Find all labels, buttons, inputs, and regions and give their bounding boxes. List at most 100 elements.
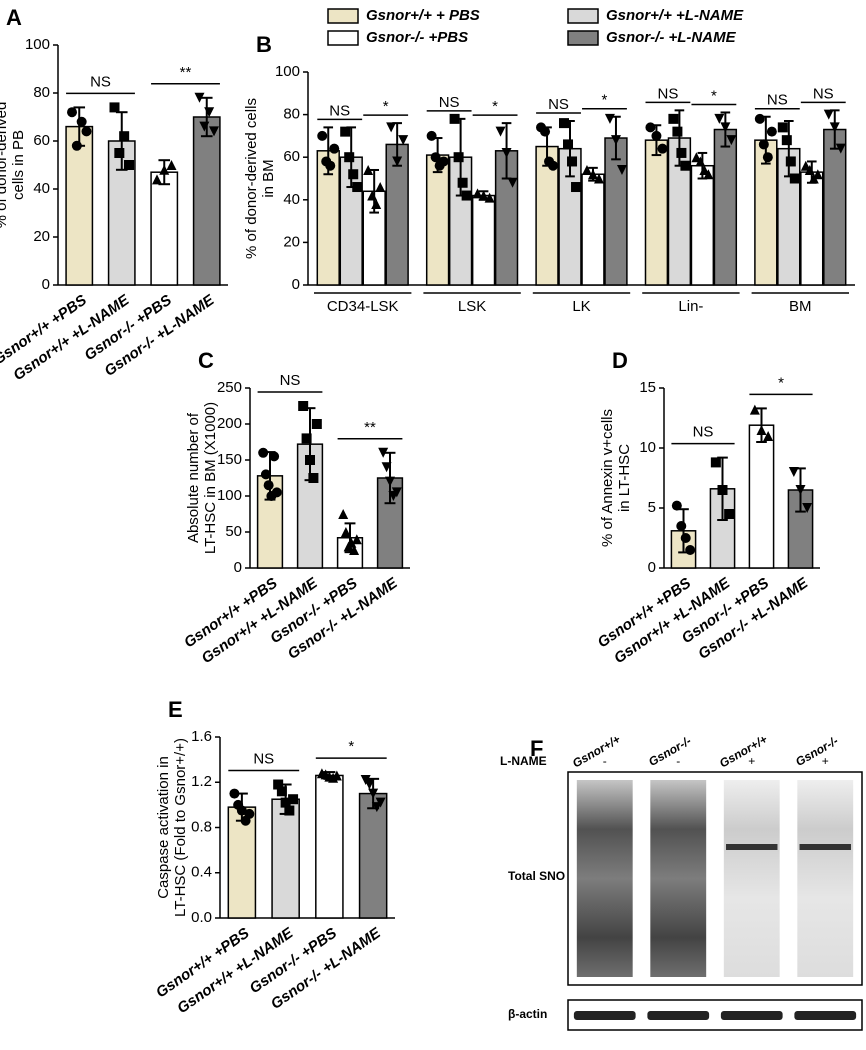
significance-label: * [492, 98, 498, 115]
blot-band [726, 844, 778, 850]
data-point [754, 113, 765, 124]
data-point [271, 487, 282, 498]
data-point [244, 808, 255, 819]
data-point [835, 143, 846, 154]
data-point [563, 139, 574, 150]
panel: B 0 20 40 60 80 100 % of donor-derived cells in … [243, 7, 855, 315]
y-tick-label: 0.8 [191, 818, 212, 835]
panel: E 0.0 0.4 0.8 1.2 1.6 Caspase activation in LT-… [153, 697, 395, 1017]
lane-label: Gsnor-/- [646, 734, 693, 769]
error-bar [200, 96, 213, 138]
y-tick-label: 60 [33, 132, 50, 149]
data-point [338, 509, 349, 519]
data-point [298, 401, 309, 411]
data-point [76, 116, 87, 127]
y-tick-label: 100 [217, 487, 242, 504]
y-axis-label: Caspase activation in [155, 756, 172, 899]
blot-frame [567, 771, 863, 986]
data-point [152, 174, 163, 185]
y-tick-label: 0 [292, 276, 300, 293]
treatment-label: L-NAME [500, 754, 547, 768]
significance-label: * [348, 738, 354, 755]
treatment-mark: - [603, 754, 607, 768]
y-tick-label: 15 [639, 379, 656, 396]
data-point [109, 102, 120, 113]
significance-label: NS [280, 372, 301, 389]
significance-label: * [711, 87, 717, 104]
data-point [762, 152, 773, 163]
significance-label: * [383, 98, 389, 115]
data-point [352, 182, 363, 193]
blot-lane [797, 780, 854, 977]
data-point [571, 182, 582, 193]
data-point [329, 143, 340, 154]
data-point [438, 156, 449, 167]
data-point [114, 148, 125, 158]
data-point [391, 487, 402, 498]
data-point [119, 131, 130, 142]
bar [358, 792, 388, 919]
data-point [645, 122, 656, 133]
y-tick-label: 50 [225, 523, 242, 540]
blot-frame [567, 999, 863, 1031]
data-point [710, 457, 721, 468]
bar [690, 164, 715, 286]
data-point [260, 469, 271, 480]
error-bar [264, 451, 276, 501]
error-bar [369, 168, 380, 214]
data-point [680, 533, 691, 543]
data-point [364, 779, 375, 790]
lane-label: Gsnor-/- [793, 734, 840, 769]
data-point [726, 135, 737, 146]
y-tick-label: 1.2 [191, 773, 212, 790]
error-bar [432, 137, 443, 174]
significance-label: NS [439, 94, 460, 111]
treatment-mark: + [748, 754, 755, 768]
legend-label: Gsnor-/- +L-NAME [606, 29, 737, 46]
error-bar [795, 467, 806, 513]
data-point [386, 122, 397, 133]
data-point [507, 177, 518, 188]
bar [271, 798, 300, 919]
bar [823, 128, 847, 286]
bar [713, 128, 738, 286]
y-tick-label: 0.4 [191, 864, 212, 881]
y-tick-label: 80 [283, 106, 300, 123]
error-bar [651, 124, 662, 157]
data-point [581, 164, 592, 175]
data-point [123, 160, 134, 170]
legend-label: Gsnor+/+ +L-NAME [606, 7, 744, 24]
data-point [378, 447, 389, 458]
x-tick-label: CD34-LSK [327, 298, 399, 315]
y-tick-label: 10 [639, 439, 656, 456]
y-tick-label: 200 [217, 415, 242, 432]
error-bar [717, 456, 728, 521]
data-point [567, 156, 578, 167]
legend-label: Gsnor+/+ + PBS [366, 7, 480, 24]
data-point [375, 797, 386, 808]
error-bar [304, 407, 316, 482]
significance-label: * [602, 92, 608, 109]
significance-label: NS [767, 92, 788, 109]
data-point [276, 786, 287, 797]
legend-label: Gsnor-/- +PBS [366, 29, 468, 46]
panel-letter: B [256, 32, 272, 57]
data-point [457, 177, 468, 188]
y-tick-label: 40 [283, 191, 300, 208]
error-bar [756, 407, 767, 443]
data-point [680, 160, 691, 171]
data-point [676, 147, 687, 158]
y-tick-label: 100 [25, 36, 50, 53]
significance-label: ** [364, 419, 376, 436]
error-bar [346, 126, 357, 189]
data-point [311, 419, 322, 429]
error-bar [678, 508, 689, 554]
data-point [812, 169, 823, 180]
bar [227, 806, 257, 919]
data-point [672, 126, 683, 137]
data-point [398, 135, 409, 146]
x-tick-label: BM [789, 298, 812, 315]
data-point [375, 182, 386, 193]
bar [150, 171, 179, 286]
